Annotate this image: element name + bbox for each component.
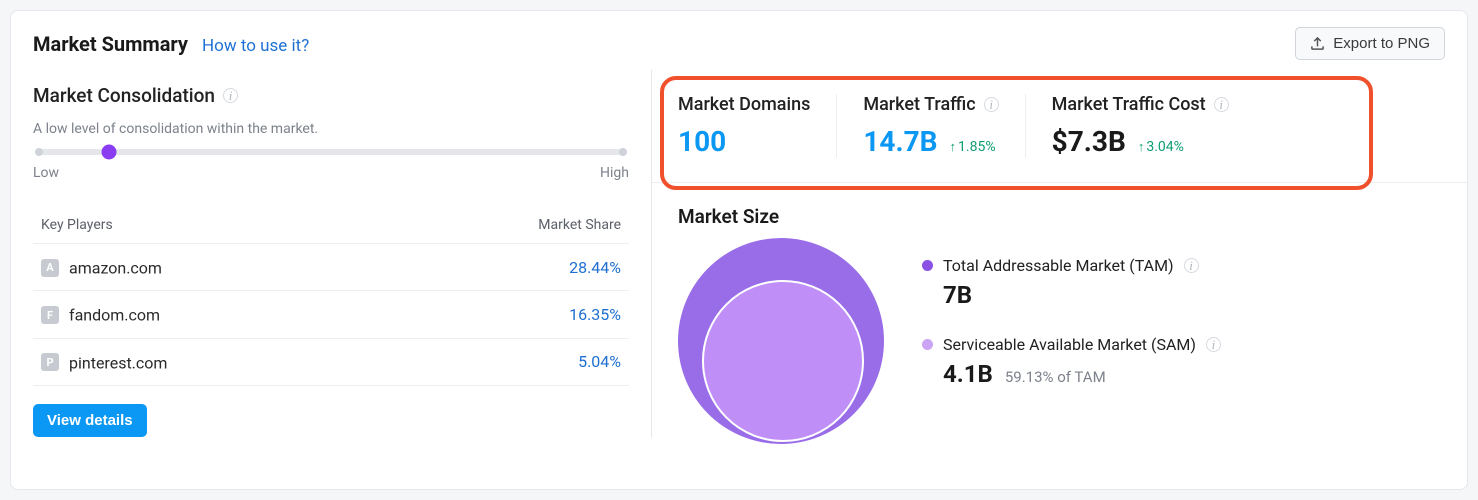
metric-value: 100 (678, 125, 726, 158)
info-icon[interactable]: i (1206, 337, 1221, 352)
metric-label-text: Market Traffic (863, 94, 975, 115)
favicon-badge: P (41, 353, 59, 371)
market-size-legend: Total Addressable Market (TAM) i 7B Serv… (922, 238, 1221, 438)
market-size-chart (678, 238, 886, 438)
slider-end-right (619, 148, 627, 156)
metric-label-text: Market Domains (678, 94, 810, 115)
metric-trend: ↑1.85% (950, 139, 996, 155)
metric-value: 14.7B (863, 125, 937, 158)
market-size-title: Market Size (678, 205, 1441, 228)
view-details-button[interactable]: View details (33, 404, 147, 437)
legend-tam: Total Addressable Market (TAM) i 7B (922, 256, 1221, 309)
slider-end-left (35, 148, 43, 156)
legend-label: Serviceable Available Market (SAM) (943, 335, 1196, 354)
metrics-row: Market Domains 100 Market Traffic i 14.7… (652, 70, 1467, 183)
legend-sam: Serviceable Available Market (SAM) i 4.1… (922, 335, 1221, 388)
market-size-header: Market Size (652, 183, 1467, 228)
export-label: Export to PNG (1333, 35, 1430, 52)
metric-label: Market Traffic i (863, 94, 998, 115)
favicon-badge: A (41, 259, 59, 277)
arrow-up-icon: ↑ (1138, 139, 1145, 155)
metric-trend: ↑3.04% (1138, 139, 1184, 155)
consolidation-title-row: Market Consolidation i (33, 84, 629, 107)
card-body: Market Consolidation i A low level of co… (11, 70, 1467, 438)
market-share-value: 28.44% (385, 244, 629, 291)
trend-value: 1.85% (958, 139, 996, 155)
metric-label-text: Market Traffic Cost (1052, 94, 1206, 115)
metric-market-traffic-cost: Market Traffic Cost i $7.3B ↑3.04% (1025, 94, 1255, 158)
legend-label: Total Addressable Market (TAM) (943, 256, 1174, 275)
legend-value: 4.1B (943, 360, 993, 388)
col-market-share: Market Share (385, 209, 629, 244)
market-share-value: 16.35% (385, 291, 629, 338)
metric-market-domains: Market Domains 100 (678, 94, 836, 158)
right-column: Market Domains 100 Market Traffic i 14.7… (651, 70, 1467, 438)
col-key-players: Key Players (33, 209, 385, 244)
export-png-button[interactable]: Export to PNG (1295, 27, 1445, 60)
domain-name: fandom.com (69, 306, 160, 325)
slider-track (39, 149, 623, 155)
consolidation-slider: Low High (33, 149, 629, 181)
dot-icon (922, 260, 933, 271)
table-row[interactable]: Aamazon.com 28.44% (33, 244, 629, 291)
upload-icon (1310, 36, 1325, 51)
favicon-badge: F (41, 306, 59, 324)
card-title: Market Summary (33, 32, 188, 56)
slider-low-label: Low (33, 165, 59, 181)
metric-value: $7.3B (1052, 125, 1126, 158)
table-row[interactable]: Ppinterest.com 5.04% (33, 338, 629, 385)
domain-name: amazon.com (69, 258, 162, 277)
market-share-value: 5.04% (385, 338, 629, 385)
consolidation-subtext: A low level of consolidation within the … (33, 121, 629, 137)
metric-market-traffic: Market Traffic i 14.7B ↑1.85% (836, 94, 1024, 158)
metric-label: Market Domains (678, 94, 810, 115)
info-icon[interactable]: i (1184, 258, 1199, 273)
card-header: Market Summary How to use it? Export to … (11, 11, 1467, 70)
table-row[interactable]: Ffandom.com 16.35% (33, 291, 629, 338)
slider-labels: Low High (33, 165, 629, 181)
sam-circle (702, 280, 864, 442)
domain-name: pinterest.com (69, 353, 167, 372)
arrow-up-icon: ↑ (950, 139, 957, 155)
slider-high-label: High (600, 165, 629, 181)
market-summary-card: Market Summary How to use it? Export to … (10, 10, 1468, 490)
trend-value: 3.04% (1146, 139, 1184, 155)
market-size-section: Total Addressable Market (TAM) i 7B Serv… (652, 238, 1467, 438)
legend-sub: 59.13% of TAM (1005, 368, 1106, 386)
left-column: Market Consolidation i A low level of co… (11, 70, 651, 438)
info-icon[interactable]: i (984, 97, 999, 112)
legend-value: 7B (943, 281, 972, 309)
dot-icon (922, 339, 933, 350)
metric-label: Market Traffic Cost i (1052, 94, 1229, 115)
info-icon[interactable]: i (223, 88, 238, 103)
slider-knob (102, 145, 117, 160)
consolidation-title: Market Consolidation (33, 84, 215, 107)
info-icon[interactable]: i (1214, 97, 1229, 112)
key-players-table: Key Players Market Share Aamazon.com 28.4… (33, 209, 629, 386)
how-to-use-link[interactable]: How to use it? (202, 36, 309, 56)
card-header-left: Market Summary How to use it? (33, 32, 309, 56)
